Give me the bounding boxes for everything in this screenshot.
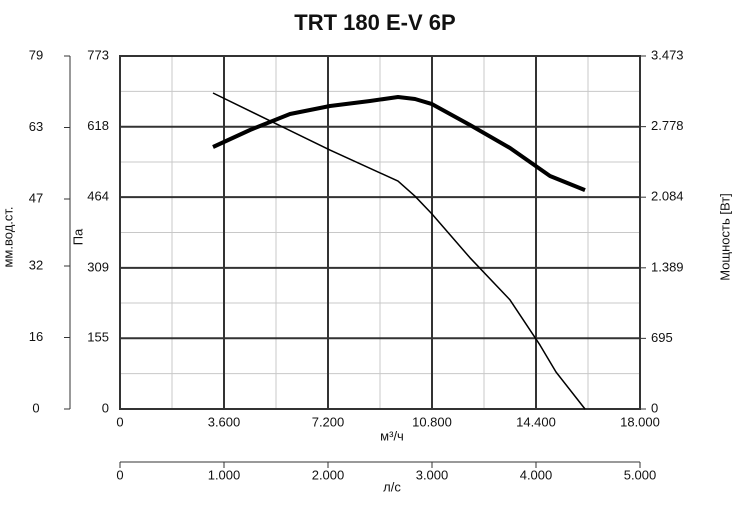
x-tick-label: 18.000 (620, 414, 660, 429)
x-tick-label: 14.400 (516, 414, 556, 429)
x2-tick-label: 4.000 (520, 467, 553, 482)
y3-tick-label: 79 (29, 47, 43, 62)
y3-tick-label: 47 (29, 190, 43, 205)
plot-frame (119, 55, 641, 410)
y-tick-label: 0 (102, 400, 109, 415)
y2-axis-label: Мощность [Вт] (717, 193, 732, 281)
y2-tick-label: 2.084 (651, 189, 684, 204)
x-tick-label: 7.200 (312, 414, 345, 429)
x2-tick-label: 0 (116, 467, 123, 482)
x-tick-label: 3.600 (208, 414, 241, 429)
y-tick-label: 309 (87, 259, 109, 274)
y3-tick-label: 32 (29, 257, 43, 272)
curve (212, 92, 586, 410)
y2-tick-label: 3.473 (651, 47, 684, 62)
y3-tick-label: 16 (29, 329, 43, 344)
y-tick-label: 618 (87, 118, 109, 133)
y2-tick-label: 0 (651, 400, 658, 415)
x2-tick-label: 1.000 (208, 467, 241, 482)
x2-tick-label: 2.000 (312, 467, 345, 482)
x2-tick-label: 3.000 (416, 467, 449, 482)
y2-tick-label: 1.389 (651, 259, 684, 274)
y-tick-label: 464 (87, 189, 109, 204)
y3-tick-label: 0 (32, 400, 39, 415)
y-tick-label: 773 (87, 47, 109, 62)
x2-axis-label: л/с (383, 479, 401, 494)
x2-tick-label: 5.000 (624, 467, 657, 482)
x-tick-label: 0 (116, 414, 123, 429)
y2-tick-label: 695 (651, 330, 673, 345)
y2-tick-label: 2.778 (651, 118, 684, 133)
curve (212, 95, 586, 192)
x-axis-label: м³/ч (380, 428, 404, 443)
y-tick-label: 155 (87, 330, 109, 345)
y3-axis-label: мм.вод.ст. (0, 206, 15, 267)
y3-tick-label: 63 (29, 119, 43, 134)
y-axis-label: Па (70, 228, 85, 245)
chart-title: TRT 180 E-V 6P (294, 10, 455, 35)
x-tick-label: 10.800 (412, 414, 452, 429)
